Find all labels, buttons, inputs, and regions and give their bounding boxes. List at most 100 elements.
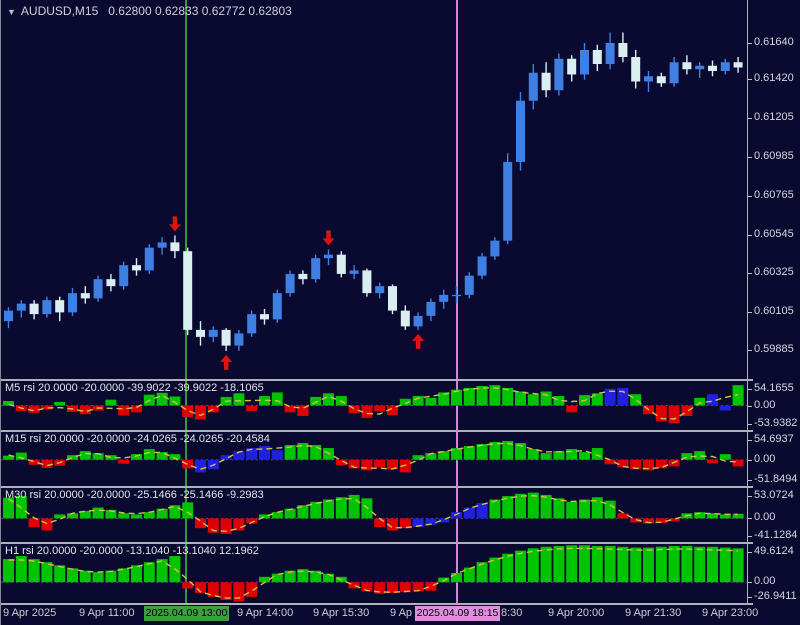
signal-arrow-up-icon[interactable] (220, 354, 233, 370)
histogram-bar (681, 453, 693, 460)
histogram-bar (233, 451, 245, 460)
histogram-bar (566, 501, 578, 519)
histogram-bar (195, 405, 206, 420)
signal-arrow-down-icon[interactable] (322, 230, 335, 246)
histogram-bar (387, 518, 398, 531)
histogram-bar (643, 547, 654, 583)
histogram-bar (387, 459, 398, 470)
indicator-axis-label: 0.00 (754, 511, 776, 524)
candle-body (708, 65, 717, 71)
histogram-bar (694, 451, 706, 460)
chart-title: ▼ AUDUSD,M15 0.62800 0.62833 0.62772 0.628… (7, 4, 292, 18)
indicator-pane-h1[interactable] (1, 544, 747, 603)
histogram-bar (515, 550, 526, 583)
histogram-bar (284, 570, 296, 583)
time-axis-label: 9 Apr 14:00 (237, 607, 294, 619)
pane-separator[interactable] (1, 486, 753, 488)
histogram-bar (182, 502, 194, 519)
histogram-bar (502, 496, 514, 519)
histogram-bar (3, 401, 14, 406)
histogram-bar (348, 494, 360, 519)
histogram-bar (271, 573, 283, 583)
candle-body (4, 310, 13, 322)
histogram-bar (463, 446, 475, 460)
histogram-bar (399, 518, 411, 529)
histogram-bar (41, 405, 53, 410)
time-axis-label: 9 Apr 15:30 (313, 607, 370, 619)
signal-arrow-up-icon[interactable] (412, 333, 425, 349)
axis-tick (748, 273, 752, 274)
axis-tick (748, 389, 752, 390)
histogram-bar (118, 459, 130, 464)
histogram-bar (284, 445, 296, 460)
price-axis[interactable]: 54.1655 0.00 -53.9382 54.6937 0.00 -51.8494 53… (747, 0, 800, 603)
histogram-bar (719, 547, 731, 583)
histogram-bar (361, 459, 373, 471)
indicator-axis-label: -26.9411 (754, 590, 797, 602)
indicator-axis-label: 53.0724 (754, 489, 794, 501)
histogram-bar (463, 567, 475, 583)
histogram-bar (502, 440, 514, 460)
candle-body (208, 329, 218, 337)
histogram-bar (284, 405, 296, 413)
histogram-bar (655, 518, 667, 524)
indicator-pane-m30[interactable] (1, 488, 747, 542)
candle-body (439, 294, 449, 302)
pane-separator[interactable] (1, 430, 753, 432)
histogram-bar (156, 559, 168, 583)
signal-arrow-down-icon[interactable] (168, 216, 181, 232)
histogram-bar (246, 405, 258, 411)
histogram-bar (310, 570, 322, 583)
histogram-bar (732, 548, 744, 583)
main-price-chart[interactable] (1, 0, 747, 379)
histogram-bar (630, 518, 642, 523)
indicator-pane-m15[interactable] (1, 432, 747, 486)
axis-tick (748, 350, 752, 351)
candle-body (221, 329, 231, 346)
histogram-bar (207, 518, 219, 533)
histogram-bar (451, 389, 462, 406)
histogram-bar (527, 548, 539, 583)
indicator-pane-m5[interactable] (1, 381, 747, 430)
histogram-bar (246, 518, 258, 524)
candle-body (16, 303, 26, 311)
histogram-bar (566, 405, 578, 413)
histogram-bar (387, 582, 398, 594)
candle-body (567, 58, 577, 75)
pane-separator[interactable] (1, 379, 753, 381)
axis-tick (748, 536, 752, 537)
histogram-bar (412, 518, 424, 528)
histogram-bar (527, 449, 539, 460)
histogram-bar (732, 459, 744, 467)
histogram-bar (105, 399, 117, 406)
histogram-bar (207, 582, 219, 597)
pane-separator[interactable] (1, 542, 753, 544)
candle-body (541, 72, 551, 91)
chart-symbol-period: AUDUSD,M15 (20, 4, 99, 18)
histogram-bar (374, 518, 386, 528)
time-axis[interactable]: 9 Apr 2025 9 Apr 11:00 9 Apr 14:00 9 Apr 15… (1, 605, 800, 625)
histogram-bar (732, 385, 744, 406)
candle-body (695, 65, 705, 70)
histogram-bar (67, 455, 78, 460)
price-axis-label: 0.60765 (754, 189, 794, 201)
histogram-bar (15, 452, 27, 460)
candle-body (733, 62, 743, 68)
histogram-bar (310, 445, 322, 460)
histogram-bar (540, 453, 552, 460)
histogram-bar (630, 394, 642, 406)
histogram-bar (438, 518, 450, 523)
candle-body (157, 242, 167, 248)
histogram-bar (28, 559, 40, 583)
candle-body (644, 76, 653, 82)
candle-body (132, 265, 141, 271)
histogram-bar (502, 553, 514, 583)
candle-body (388, 286, 397, 311)
histogram-bar (92, 453, 104, 460)
histogram-bar (553, 451, 565, 460)
histogram-bar (425, 518, 437, 525)
candle-body (234, 333, 244, 346)
histogram-bar (195, 582, 206, 594)
price-axis-label: 0.61640 (754, 36, 794, 48)
histogram-bar (3, 559, 14, 583)
